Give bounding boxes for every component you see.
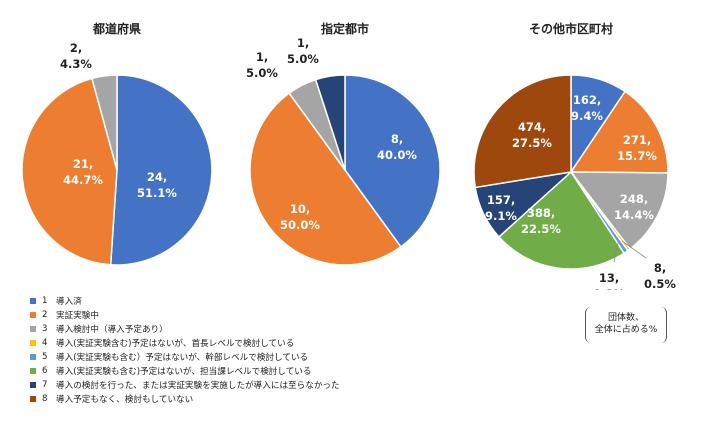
legend-label: 導入(実証実験も含む）予定はないが、幹部レベルで検討している	[56, 353, 309, 363]
legend-item-8: 8 導入予定もなく、検討もしていない	[30, 392, 340, 406]
pie-slice-1	[109, 74, 213, 266]
note-line-2: 全体に占める%	[594, 325, 658, 335]
pie-chart-1: 都道府県 24, 51.1% 21, 44.7% 2, 4.3%	[21, 21, 213, 266]
leader-line-1	[621, 240, 647, 259]
pie-slice-3	[569, 171, 669, 250]
data-label-percent: 51.1%	[137, 186, 177, 200]
pie-slice-6	[497, 170, 626, 270]
legend-label: 実証実験中	[56, 311, 99, 321]
note-box: 団体数、 全体に占める%	[585, 307, 667, 343]
legend-swatch-2	[30, 312, 36, 318]
pie-slice-1	[344, 74, 441, 248]
pie-slice-3	[90, 74, 118, 171]
pie-slice-8	[473, 74, 572, 189]
data-label-percent: 9.4%	[571, 109, 603, 123]
chart-title: その他市区町村	[529, 21, 613, 36]
legend-swatch-3	[30, 326, 36, 332]
legend-item-4: 4 導入(実証実験含む)予定はないが、首長レベルで検討している	[30, 336, 340, 350]
data-label-percent: 27.5%	[512, 136, 552, 150]
leader-line-2	[613, 242, 619, 263]
legend-item-6: 6 導入(実証実験も含む)予定はないが、担当課レベルで検討している	[30, 364, 340, 378]
data-label-count: 24,	[147, 170, 167, 184]
legend-num: 5	[42, 352, 48, 362]
data-label-count: 248,	[620, 192, 648, 206]
legend-swatch-4	[30, 340, 36, 346]
legend-num: 3	[42, 324, 48, 334]
legend-item-1: 1 導入済	[30, 294, 340, 308]
data-label-percent: 9.1%	[485, 209, 517, 223]
data-label-percent: 44.7%	[63, 173, 103, 187]
data-label-percent: 4.3%	[60, 57, 92, 71]
legend-num: 2	[42, 310, 48, 320]
chart-title: 都道府県	[92, 21, 141, 36]
legend-num: 7	[42, 380, 48, 390]
data-label-count: 21,	[73, 157, 93, 171]
legend-num: 4	[42, 338, 48, 348]
data-label-percent: 5.0%	[287, 52, 319, 66]
legend-num: 8	[42, 394, 48, 404]
note-line-1: 団体数、	[607, 313, 644, 323]
legend-label: 導入済	[56, 297, 82, 307]
legend-item-3: 3 導入検討中（導入予定あり）	[30, 322, 340, 336]
data-label-count: 8,	[391, 132, 403, 146]
pie-chart-3: その他市区町村 162, 9.4% 271, 15.7% 248, 14.4% 8, 0.5% 1…	[473, 21, 676, 290]
legend-label: 導入(実証実験も含む)予定はないが、担当課レベルで検討している	[56, 367, 312, 377]
data-label-count: 388,	[527, 206, 555, 220]
pie-chart-2: 指定都市 8, 40.0% 10, 50.0% 1, 5.0% 1, 5.0%	[246, 21, 441, 266]
data-label-count: 1,	[256, 50, 268, 64]
legend-label: 導入予定もなく、検討もしていない	[56, 395, 194, 405]
data-label-count: 271,	[623, 133, 651, 147]
pie-slice-7	[314, 74, 346, 171]
legend-item-2: 2 実証実験中	[30, 308, 340, 322]
legend-num: 6	[42, 366, 48, 376]
data-label-percent: 0.5%	[644, 277, 676, 290]
data-label-count: 8,	[654, 261, 666, 275]
data-label-percent: 40.0%	[377, 148, 417, 162]
pie-slice-2	[21, 77, 118, 266]
data-label-count: 157,	[487, 193, 515, 207]
data-label-percent: 14.4%	[614, 208, 654, 222]
chart-title: 指定都市	[321, 21, 369, 36]
legend-swatch-8	[30, 396, 36, 402]
pie-charts: 都道府県 24, 51.1% 21, 44.7% 2, 4.3% 指定都市 8, 40.0% 10,…	[21, 21, 676, 290]
data-label-percent: 0.8%	[593, 287, 625, 290]
legend-label: 導入検討中（導入予定あり）	[56, 325, 168, 335]
data-label-count: 2,	[70, 41, 82, 55]
data-label-percent: 22.5%	[521, 222, 561, 236]
data-label-count: 1,	[297, 36, 309, 50]
legend-item-7: 7 導入の検討を行った、または実証実験を実施したが導入には至らなかった	[30, 378, 340, 392]
legend-swatch-7	[30, 382, 36, 388]
data-label-percent: 5.0%	[246, 66, 278, 80]
pie-slice-2	[249, 92, 402, 266]
legend-swatch-1	[30, 298, 36, 304]
data-label-count: 474,	[518, 120, 546, 134]
pie-slice-2	[569, 90, 669, 174]
legend-num: 1	[42, 296, 48, 306]
legend-swatch-5	[30, 354, 36, 360]
legend-swatch-6	[30, 368, 36, 374]
legend-label: 導入の検討を行った、または実証実験を実施したが導入には至らなかった	[56, 381, 340, 391]
data-label-count: 10,	[290, 202, 310, 216]
legend: 1 導入済 2 実証実験中 3 導入検討中（導入予定あり） 4 導入(実証実験含む)予定…	[30, 294, 340, 406]
data-label-percent: 50.0%	[280, 218, 320, 232]
data-label-count: 162,	[573, 93, 601, 107]
legend-item-5: 5 導入(実証実験も含む）予定はないが、幹部レベルで検討している	[30, 350, 340, 364]
data-label-count: 13,	[599, 271, 619, 285]
data-label-percent: 15.7%	[617, 149, 657, 163]
legend-label: 導入(実証実験含む)予定はないが、首長レベルで検討している	[56, 339, 295, 349]
